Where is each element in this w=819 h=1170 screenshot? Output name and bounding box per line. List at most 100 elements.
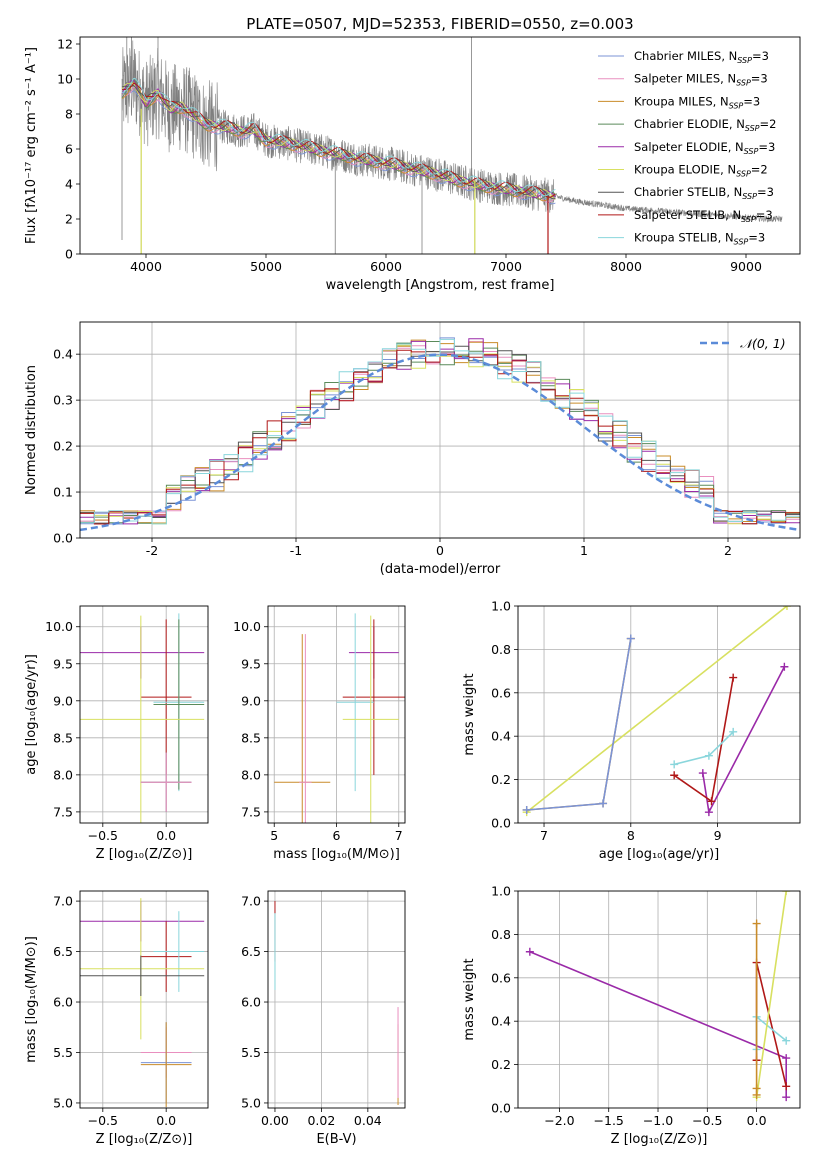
y-tick-label: 5.5 — [53, 1045, 73, 1060]
weight-marker — [782, 1093, 791, 1102]
x-tick-label: 8000 — [610, 259, 642, 274]
chart-age_vs_Z: −0.5 0.0 7.5 8.0 8.5 9.0 9.5 10.0 Z [log₁₀(Z/Z⊙)… — [24, 605, 209, 862]
plot-area — [268, 891, 405, 1108]
nssp-symbol: N — [736, 117, 745, 131]
x-tick-label: 0 — [436, 543, 444, 558]
x-tick-label: 1 — [580, 543, 588, 558]
plot-area — [518, 606, 800, 823]
y-tick-label: 0.8 — [491, 642, 511, 657]
plot-area — [80, 322, 800, 538]
axes-frame — [79, 890, 209, 1109]
weight-marker — [599, 799, 608, 808]
plot-area — [80, 606, 208, 823]
axes-frame — [517, 605, 801, 824]
x-tick-label: 0.0 — [156, 1113, 176, 1128]
y-tick-label: 7.0 — [241, 894, 261, 909]
y-tick-label: 7.5 — [53, 804, 73, 819]
y-tick-label: 10.0 — [45, 619, 73, 634]
legend-model-name: Chabrier MILES, — [634, 49, 729, 63]
legend-entry: Salpeter ELODIE, NSSP=3 — [634, 140, 775, 156]
y-tick-label: 6.5 — [53, 944, 73, 959]
y-tick-label: 9.5 — [53, 656, 73, 671]
weight-line — [755, 891, 787, 1098]
weight-marker — [626, 634, 635, 643]
y-axis-label: Flux [fλ10⁻¹⁷ erg cm⁻² s⁻¹ A⁻¹] — [24, 47, 39, 244]
x-tick-label: −1.5 — [594, 1113, 624, 1128]
nssp-value: =3 — [758, 140, 775, 154]
weight-marker — [670, 771, 679, 780]
x-tick-label: −0.5 — [692, 1113, 722, 1128]
y-tick-label: 0 — [65, 247, 73, 262]
normal-curve — [80, 353, 800, 532]
y-tick-label: 0.0 — [53, 531, 73, 546]
x-tick-label: 2 — [724, 543, 732, 558]
axes-frame — [79, 605, 209, 824]
y-axis-label: mass weight — [462, 673, 477, 755]
chart-age_vs_mass: 5 6 7 7.5 8.0 8.5 9.0 9.5 10.0 mass [log₁₀(M/M⊙)] — [233, 605, 406, 862]
legend-entry: Kroupa STELIB, NSSP=3 — [634, 231, 765, 247]
legend-model-name: Kroupa STELIB, — [634, 231, 725, 245]
weight-line — [674, 731, 734, 766]
x-axis-label: age [log₁₀(age/yr)] — [599, 847, 720, 862]
legend-entry: Kroupa ELODIE, NSSP=2 — [634, 163, 768, 179]
y-tick-label: 9.5 — [241, 656, 261, 671]
nssp-subscript: SSP — [741, 215, 756, 224]
x-tick-label: 9 — [714, 828, 722, 843]
y-tick-label: 0.4 — [53, 347, 73, 362]
chart-spectrum: 4000 5000 6000 7000 8000 9000 0 2 4 6 8 10 12 wavelen… — [24, 37, 801, 293]
chart-mass_vs_EBV: 0.00 0.02 0.04 5.0 5.5 6.0 6.5 7.0 E(B-V) — [241, 890, 406, 1147]
weight-line — [526, 638, 632, 811]
plot-area — [121, 37, 783, 254]
x-axis-label: mass [log₁₀(M/M⊙)] — [273, 847, 400, 862]
y-tick-label: 7.0 — [53, 894, 73, 909]
legend-entry: Chabrier MILES, NSSP=3 — [634, 49, 769, 65]
weight-marker — [752, 919, 761, 928]
x-tick-label: 8 — [627, 828, 635, 843]
weight-line — [526, 638, 632, 811]
weight-marker — [704, 751, 713, 760]
model-fit-line — [121, 82, 556, 202]
observed-spectrum — [121, 40, 783, 223]
weight-marker — [782, 1036, 791, 1045]
x-tick-label: −0.5 — [88, 1113, 118, 1128]
nssp-subscript: SSP — [744, 147, 759, 156]
model-fit-line — [121, 84, 556, 200]
y-tick-label: 0.6 — [491, 970, 511, 985]
x-tick-label: −1.0 — [643, 1113, 673, 1128]
x-axis-label: wavelength [Angstrom, rest frame] — [326, 278, 555, 293]
legend-model-name: Kroupa MILES, — [634, 94, 720, 108]
nssp-value: =3 — [748, 231, 765, 245]
y-tick-label: 5.5 — [241, 1045, 261, 1060]
x-tick-label: 5000 — [250, 259, 282, 274]
nssp-value: =3 — [756, 208, 773, 222]
weight-marker — [729, 673, 738, 682]
y-axis-label: mass weight — [462, 958, 477, 1040]
nssp-subscript: SSP — [736, 79, 751, 88]
axes-frame — [267, 890, 406, 1109]
y-tick-label: 0.4 — [491, 1014, 511, 1029]
chart-mass_vs_Z: −0.5 0.0 5.0 5.5 6.0 6.5 7.0 Z [log₁₀(Z/Z⊙)] mas… — [24, 890, 209, 1147]
weight-marker — [670, 760, 679, 769]
axes-frame — [79, 321, 801, 539]
y-tick-label: 0.6 — [491, 685, 511, 700]
y-tick-label: 10.0 — [233, 619, 261, 634]
nssp-value: =3 — [757, 185, 774, 199]
y-tick-label: 10 — [57, 72, 73, 87]
x-tick-label: 0.04 — [354, 1113, 382, 1128]
y-tick-label: 12 — [57, 37, 73, 52]
y-tick-label: 0.0 — [491, 816, 511, 831]
y-tick-label: 0.4 — [491, 729, 511, 744]
nssp-subscript: SSP — [736, 170, 751, 179]
weight-marker — [704, 808, 713, 817]
nssp-subscript: SSP — [745, 124, 760, 133]
x-tick-label: 6 — [333, 828, 341, 843]
nssp-symbol: N — [720, 94, 729, 108]
weight-line — [702, 666, 786, 815]
legend-entry: 𝒩(0, 1) — [740, 336, 786, 351]
x-axis-label: E(B-V) — [316, 1132, 356, 1147]
y-tick-label: 0.2 — [491, 1057, 511, 1072]
weight-marker — [522, 805, 531, 814]
y-tick-label: 5.0 — [53, 1095, 73, 1110]
x-tick-label: 7 — [540, 828, 548, 843]
